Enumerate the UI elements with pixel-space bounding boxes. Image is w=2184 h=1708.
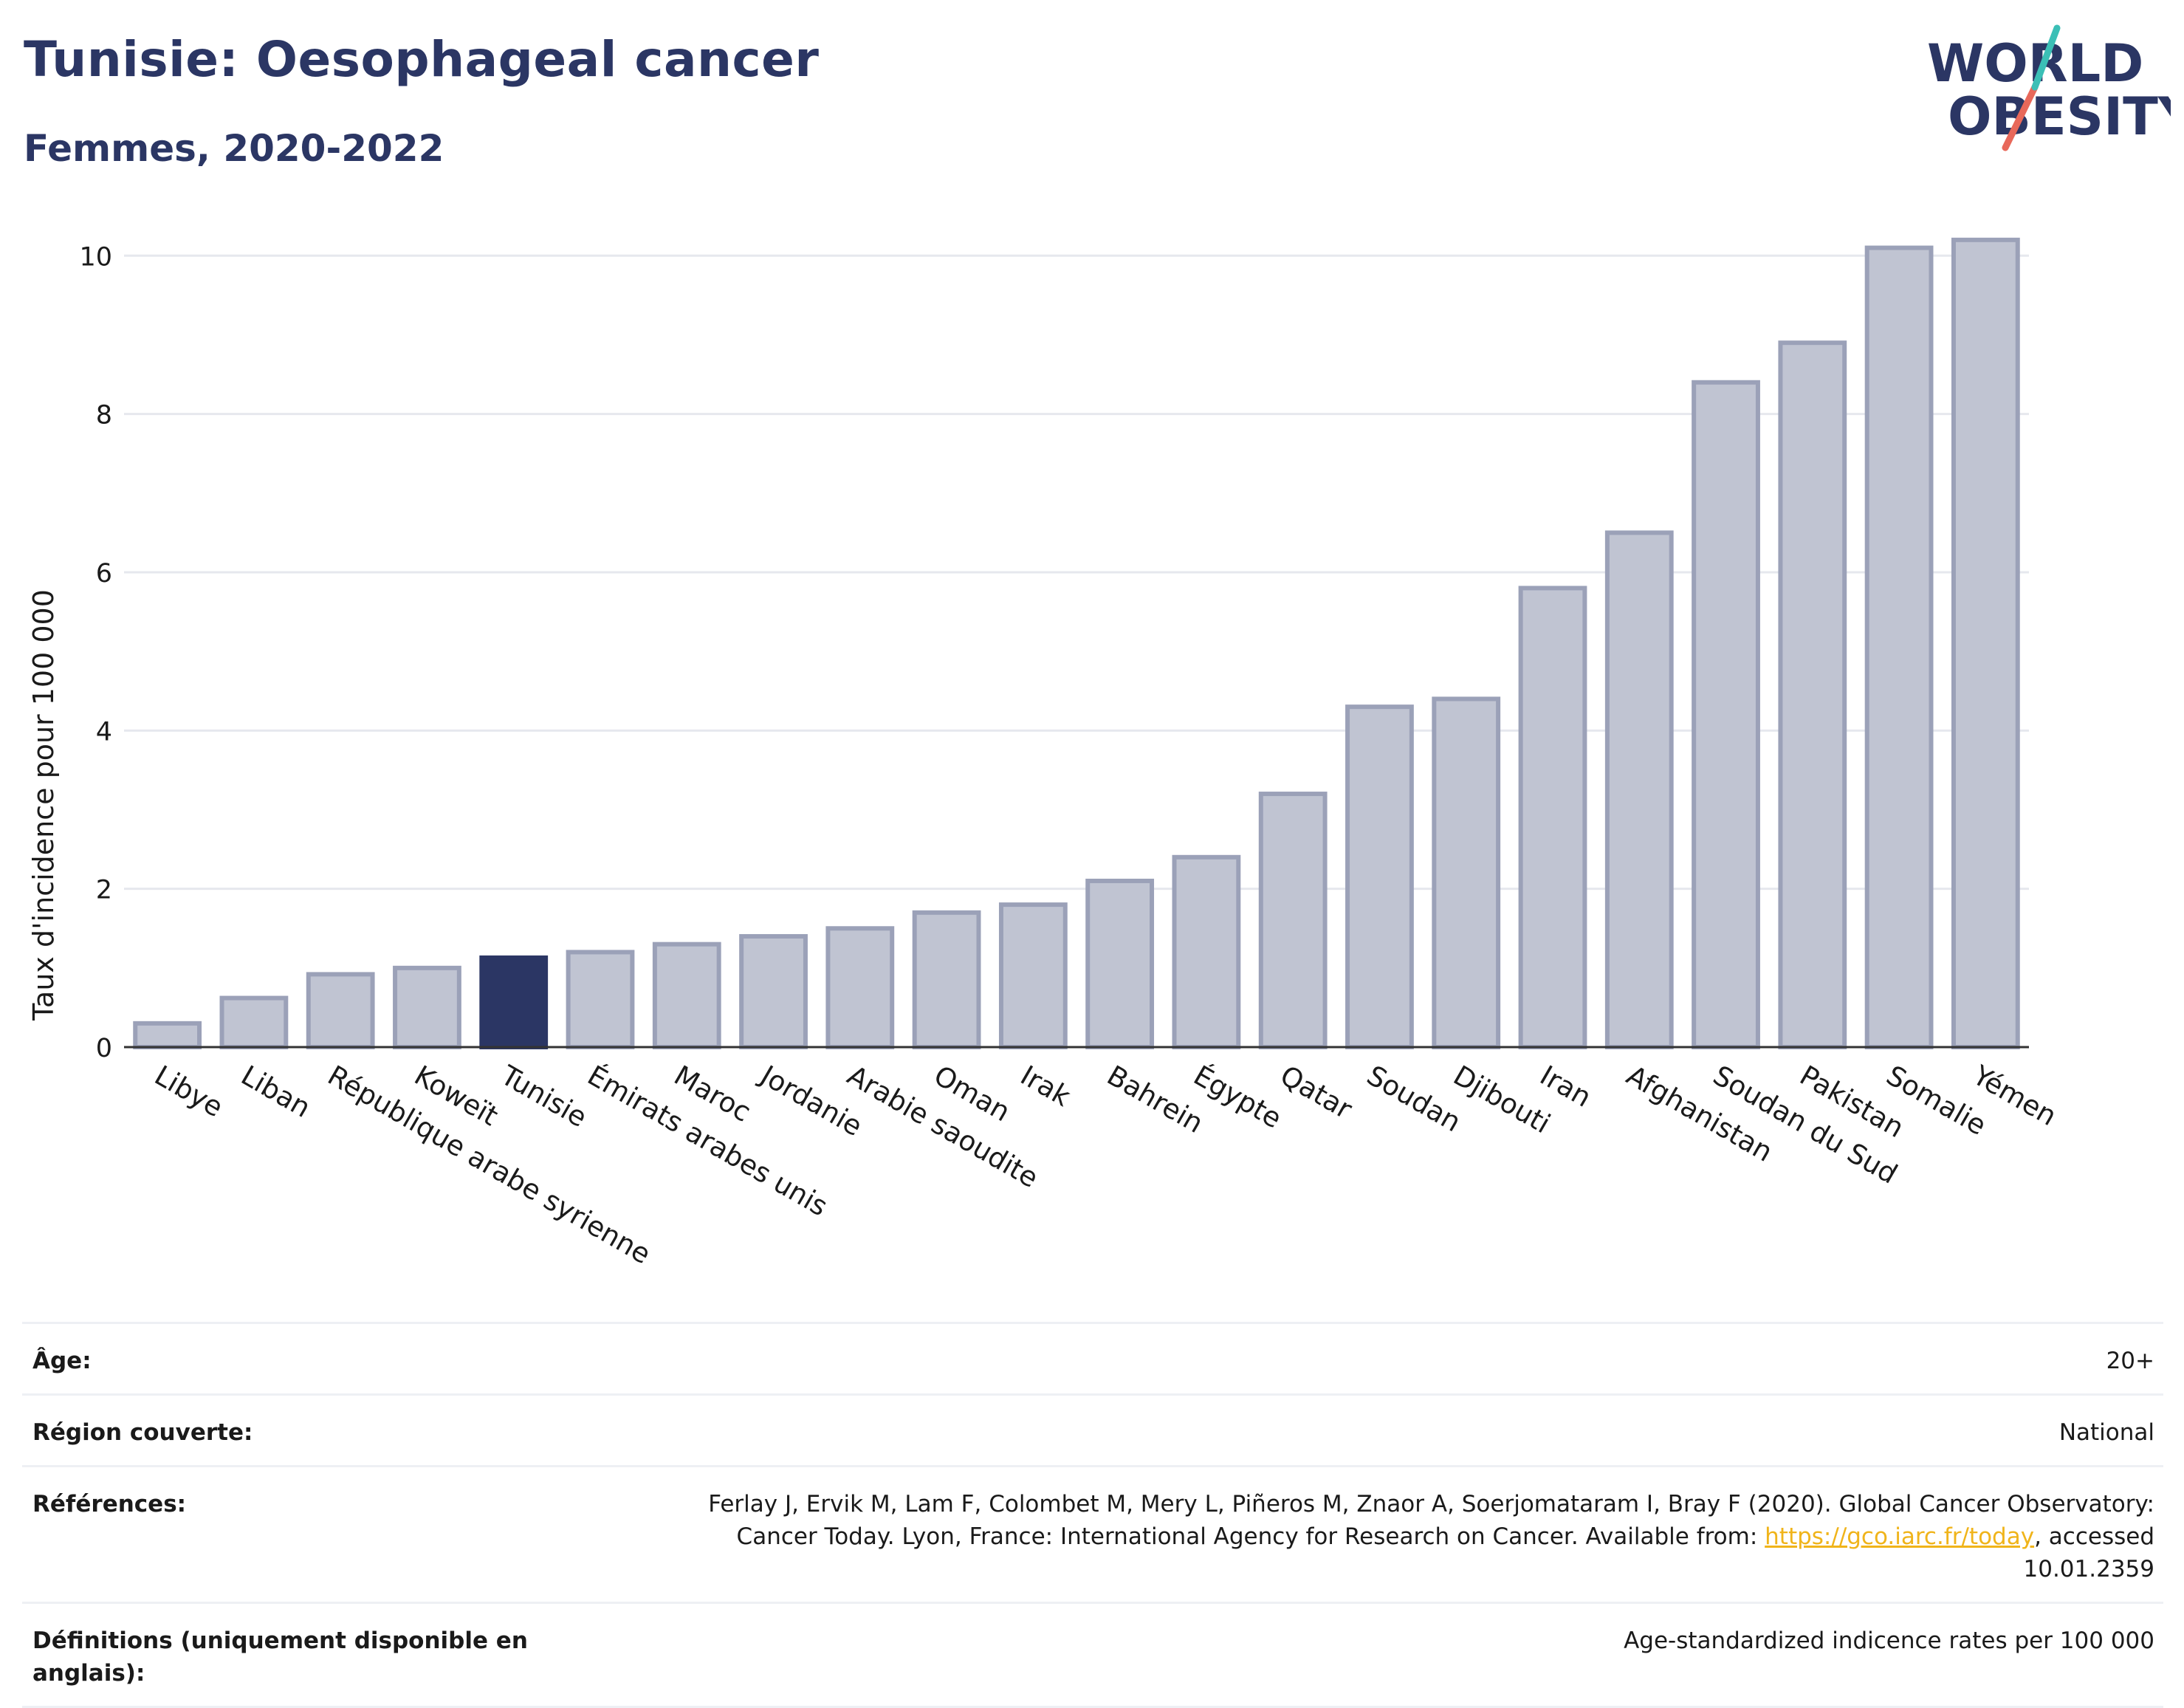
x-tick-label: Qatar [1275, 1060, 1358, 1126]
references-accessed: , accessed 10.01.2359 [2023, 1523, 2155, 1582]
x-tick-label: Djibouti [1448, 1060, 1556, 1140]
info-value-definitions: Age-standardized indicence rates per 100… [1624, 1628, 2154, 1654]
bar-émirats-arabes-unis [566, 950, 635, 1050]
info-value-references: Ferlay J, Ervik M, Lam F, Colombet M, Me… [641, 1488, 2154, 1585]
info-label-references: Références: [32, 1491, 187, 1517]
world-obesity-logo: WORLD OBESITY [1927, 24, 2171, 151]
chart-title: Tunisie: Oesophageal cancer [24, 31, 820, 88]
bar-afghanistan [1604, 530, 1674, 1049]
x-tick-label: Bahrein [1102, 1060, 1209, 1139]
y-tick-label: 10 [79, 242, 112, 272]
bar-libye [133, 1021, 202, 1049]
bar-égypte [1172, 854, 1241, 1050]
bar-oman [912, 910, 981, 1049]
x-tick-label: Tunisie [495, 1059, 592, 1133]
bar-iran [1518, 586, 1587, 1049]
bar-yémen [1951, 237, 2020, 1049]
references-link[interactable]: https://gco.iarc.fr/today [1765, 1523, 2035, 1550]
bar-soudan-du-sud [1692, 380, 1760, 1049]
chart-subtitle: Femmes, 2020-2022 [24, 127, 444, 170]
bar-pakistan [1778, 340, 1847, 1050]
info-row-age: Âge: 20+ [22, 1322, 2163, 1393]
logo-line-2: OBESITY [1948, 86, 2171, 147]
bar-koweït [393, 965, 461, 1050]
bar-jordanie [739, 933, 808, 1050]
bar-maroc [652, 942, 721, 1049]
x-tick-label: Soudan [1361, 1060, 1466, 1139]
y-tick-label: 4 [96, 717, 112, 747]
info-label-definitions: Définitions (uniquement disponible en an… [32, 1628, 528, 1687]
y-tick-label: 8 [96, 401, 112, 431]
bar-soudan [1345, 704, 1414, 1049]
y-tick-label: 2 [96, 876, 112, 905]
info-row-references: Références: Ferlay J, Ervik M, Lam F, Co… [22, 1465, 2163, 1602]
info-value-age: 20+ [2106, 1348, 2154, 1374]
bar-irak [998, 902, 1068, 1050]
info-label-region: Région couverte: [32, 1419, 253, 1446]
bars [133, 237, 2020, 1050]
bar-bahrein [1085, 878, 1155, 1049]
bar-tunisie [479, 955, 549, 1049]
x-tick-label: Liban [236, 1060, 316, 1124]
y-axis-label: Taux d'incidence pour 100 000 [27, 589, 60, 1021]
x-tick-label: Libye [149, 1060, 228, 1124]
info-label-age: Âge: [32, 1348, 92, 1374]
info-row-region: Région couverte: National [22, 1393, 2163, 1465]
x-tick-label: Égypte [1188, 1059, 1287, 1135]
y-tick-label: 0 [96, 1034, 112, 1063]
info-row-definitions: Définitions (uniquement disponible en an… [22, 1602, 2163, 1708]
references-text: Ferlay J, Ervik M, Lam F, Colombet M, Me… [708, 1491, 2154, 1550]
info-table: Âge: 20+ Région couverte: National Référ… [22, 1322, 2163, 1708]
info-value-region: National [2058, 1419, 2154, 1446]
bar-liban [219, 995, 289, 1049]
bar-république-arabe-syrienne [306, 972, 375, 1050]
bar-arabie-saoudite [825, 926, 895, 1049]
y-tick-label: 6 [96, 559, 112, 589]
bar-somalie [1864, 245, 1934, 1049]
bar-qatar [1258, 792, 1328, 1050]
x-tick-label: Irak [1015, 1060, 1076, 1114]
bar-djibouti [1432, 696, 1501, 1049]
